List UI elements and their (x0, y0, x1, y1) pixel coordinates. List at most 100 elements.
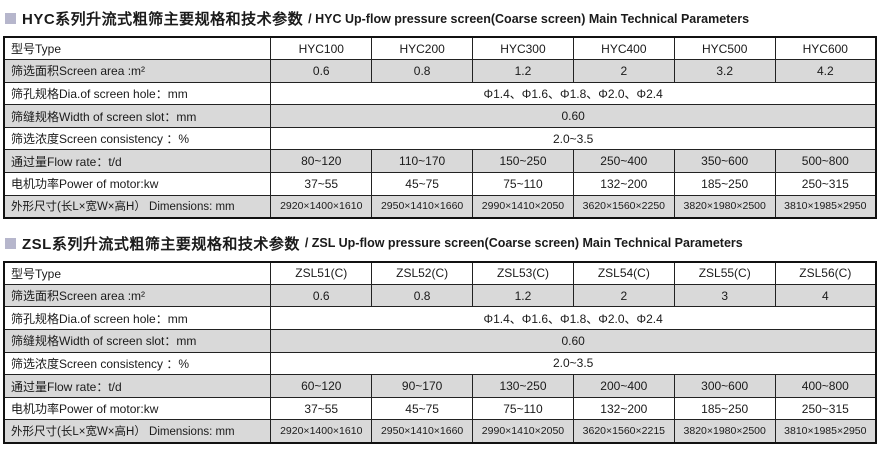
cell-value: 3820×1980×2500 (673, 419, 776, 443)
table-row: 通过量Flow rate：t/d 60~120 90~170 130~250 200~4… (3, 374, 877, 398)
square-bullet-icon (5, 13, 16, 24)
cell-value: 2 (572, 283, 675, 308)
row-label: 筛选面积Screen area :m² (3, 59, 272, 83)
cell-value: 400~800 (774, 374, 877, 398)
cell-value: 3620×1560×2215 (572, 419, 675, 443)
cell-value: ZSL52(C) (371, 261, 474, 285)
cell-value: 2950×1410×1660 (371, 419, 474, 443)
row-label: 筛选浓度Screen consistency ：% (3, 351, 272, 376)
cell-value: 80~120 (270, 149, 373, 174)
cell-value: 185~250 (673, 396, 776, 421)
row-span-value: 0.60 (270, 329, 877, 353)
table-row: 筛选面积Screen area :m² 0.6 0.8 1.2 2 3 4 (3, 283, 877, 308)
cell-value: 3620×1560×2250 (572, 194, 675, 219)
row-label: 外形尺寸(长L×宽W×高H） Dimensions: mm (3, 194, 272, 219)
cell-value: ZSL55(C) (673, 261, 776, 285)
table-row: 电机功率Power of motor:kw 37~55 45~75 75~110 132… (3, 172, 877, 196)
cell-value: HYC600 (774, 36, 877, 61)
row-label: 筛缝规格Width of screen slot：mm (3, 104, 272, 128)
cell-value: 2920×1400×1610 (270, 419, 373, 443)
cell-value: 75~110 (472, 396, 574, 421)
cell-value: HYC300 (472, 36, 574, 61)
cell-value: 3 (673, 283, 776, 308)
cell-value: 0.8 (371, 283, 474, 308)
row-span-value: Φ1.4、Φ1.6、Φ1.8、Φ2.0、Φ2.4 (270, 306, 877, 331)
row-label: 型号Type (3, 36, 272, 61)
row-label: 通过量Flow rate：t/d (3, 374, 272, 398)
cell-value: 2950×1410×1660 (371, 194, 474, 219)
row-span-value: 0.60 (270, 104, 877, 128)
cell-value: 350~600 (673, 149, 776, 174)
cell-value: ZSL56(C) (774, 261, 877, 285)
cell-value: 3810×1985×2950 (774, 419, 877, 443)
cell-value: 130~250 (472, 374, 574, 398)
table-row: 型号Type ZSL51(C) ZSL52(C) ZSL53(C) ZSL54(C) ZS… (3, 261, 877, 285)
cell-value: 37~55 (270, 396, 373, 421)
table-row: 外形尺寸(长L×宽W×高H） Dimensions: mm 2920×1400×1… (3, 419, 877, 443)
cell-value: 0.6 (270, 59, 373, 83)
cell-value: HYC200 (371, 36, 474, 61)
cell-value: 500~800 (774, 149, 877, 174)
table-row: 外形尺寸(长L×宽W×高H） Dimensions: mm 2920×1400×1… (3, 194, 877, 219)
cell-value: 3810×1985×2950 (774, 194, 877, 219)
row-label: 型号Type (3, 261, 272, 285)
cell-value: ZSL53(C) (472, 261, 574, 285)
row-label: 筛选面积Screen area :m² (3, 283, 272, 308)
cell-value: 250~315 (774, 172, 877, 196)
section-title-zsl: ZSL系列升流式粗筛主要规格和技术参数 / ZSL Up-flow pressu… (5, 233, 877, 254)
cell-value: 1.2 (472, 283, 574, 308)
row-label: 筛孔规格Dia.of screen hole：mm (3, 81, 272, 106)
row-label: 电机功率Power of motor:kw (3, 396, 272, 421)
cell-value: 0.6 (270, 283, 373, 308)
hyc-spec-table: 型号Type HYC100 HYC200 HYC300 HYC400 HYC500 HYC6… (3, 36, 877, 219)
row-label: 电机功率Power of motor:kw (3, 172, 272, 196)
cell-value: 45~75 (371, 396, 474, 421)
cell-value: 2990×1410×2050 (472, 419, 574, 443)
section-title-en: / HYC Up-flow pressure screen(Coarse scr… (308, 11, 750, 26)
cell-value: 2990×1410×2050 (472, 194, 574, 219)
cell-value: 150~250 (472, 149, 574, 174)
row-label: 筛缝规格Width of screen slot：mm (3, 329, 272, 353)
cell-value: HYC500 (673, 36, 776, 61)
cell-value: 90~170 (371, 374, 474, 398)
row-span-value: Φ1.4、Φ1.6、Φ1.8、Φ2.0、Φ2.4 (270, 81, 877, 106)
table-row: 通过量Flow rate：t/d 80~120 110~170 150~250 250~… (3, 149, 877, 174)
cell-value: 4.2 (774, 59, 877, 83)
table-row: 筛选浓度Screen consistency ：% 2.0~3.5 (3, 351, 877, 376)
row-span-value: 2.0~3.5 (270, 351, 877, 376)
cell-value: 37~55 (270, 172, 373, 196)
cell-value: 185~250 (673, 172, 776, 196)
cell-value: 0.8 (371, 59, 474, 83)
cell-value: 250~400 (572, 149, 675, 174)
cell-value: 200~400 (572, 374, 675, 398)
row-label: 筛孔规格Dia.of screen hole：mm (3, 306, 272, 331)
section-title-en: / ZSL Up-flow pressure screen(Coarse scr… (304, 236, 743, 251)
section-title-hyc: HYC系列升流式粗筛主要规格和技术参数 / HYC Up-flow pressu… (5, 8, 877, 29)
table-row: 筛缝规格Width of screen slot：mm 0.60 (3, 329, 877, 353)
cell-value: 2 (572, 59, 675, 83)
cell-value: 1.2 (472, 59, 574, 83)
row-label: 通过量Flow rate：t/d (3, 149, 272, 174)
cell-value: 300~600 (673, 374, 776, 398)
cell-value: ZSL51(C) (270, 261, 373, 285)
row-span-value: 2.0~3.5 (270, 126, 877, 151)
cell-value: 60~120 (270, 374, 373, 398)
cell-value: 3820×1980×2500 (673, 194, 776, 219)
row-label: 外形尺寸(长L×宽W×高H） Dimensions: mm (3, 419, 272, 443)
cell-value: 132~200 (572, 172, 675, 196)
cell-value: 250~315 (774, 396, 877, 421)
cell-value: 75~110 (472, 172, 574, 196)
table-row: 筛孔规格Dia.of screen hole：mm Φ1.4、Φ1.6、Φ1.8、… (3, 81, 877, 106)
table-row: 筛缝规格Width of screen slot：mm 0.60 (3, 104, 877, 128)
cell-value: ZSL54(C) (572, 261, 675, 285)
table-row: 电机功率Power of motor:kw 37~55 45~75 75~110 132… (3, 396, 877, 421)
cell-value: 132~200 (572, 396, 675, 421)
cell-value: 3.2 (673, 59, 776, 83)
table-row: 筛选面积Screen area :m² 0.6 0.8 1.2 2 3.2 4.2 (3, 59, 877, 83)
section-title-zh: HYC系列升流式粗筛主要规格和技术参数 (22, 11, 304, 28)
cell-value: 2920×1400×1610 (270, 194, 373, 219)
cell-value: 110~170 (371, 149, 474, 174)
row-label: 筛选浓度Screen consistency ：% (3, 126, 272, 151)
table-row: 筛孔规格Dia.of screen hole：mm Φ1.4、Φ1.6、Φ1.8、… (3, 306, 877, 331)
